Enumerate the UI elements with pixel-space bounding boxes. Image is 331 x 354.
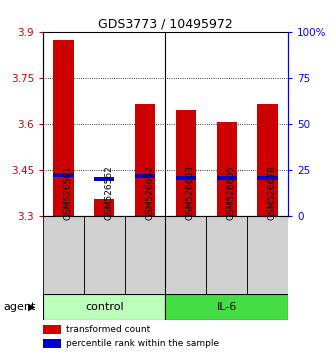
Text: IL-6: IL-6 [216, 302, 237, 312]
Bar [166, 216, 206, 294]
Text: GSM526561: GSM526561 [64, 165, 72, 220]
Bar [43, 294, 166, 320]
Bar [247, 216, 288, 294]
Bar [176, 176, 196, 179]
Text: GSM526602: GSM526602 [145, 165, 154, 220]
Bar [43, 325, 61, 334]
Bar [43, 339, 61, 348]
Bar [206, 216, 247, 294]
Bar [166, 294, 288, 320]
Bar [176, 110, 196, 216]
Bar [53, 40, 73, 216]
Bar [84, 216, 125, 294]
Bar [135, 174, 155, 178]
Text: control: control [85, 302, 123, 312]
Text: agent: agent [3, 302, 36, 312]
Bar [216, 122, 237, 216]
Bar [43, 216, 84, 294]
Bar [257, 104, 278, 216]
Bar [94, 177, 115, 181]
Bar [125, 216, 166, 294]
Bar [53, 172, 73, 177]
Bar [135, 104, 155, 216]
Text: transformed count: transformed count [66, 325, 151, 334]
Bar [257, 176, 278, 179]
Text: GSM526605: GSM526605 [227, 165, 236, 220]
Text: GSM526562: GSM526562 [104, 165, 113, 220]
Text: GSM526603: GSM526603 [186, 165, 195, 220]
Title: GDS3773 / 10495972: GDS3773 / 10495972 [98, 18, 233, 31]
Text: GSM526678: GSM526678 [267, 165, 277, 220]
Bar [216, 176, 237, 179]
Text: percentile rank within the sample: percentile rank within the sample [66, 339, 219, 348]
Text: ▶: ▶ [28, 302, 36, 312]
Bar [94, 199, 115, 216]
